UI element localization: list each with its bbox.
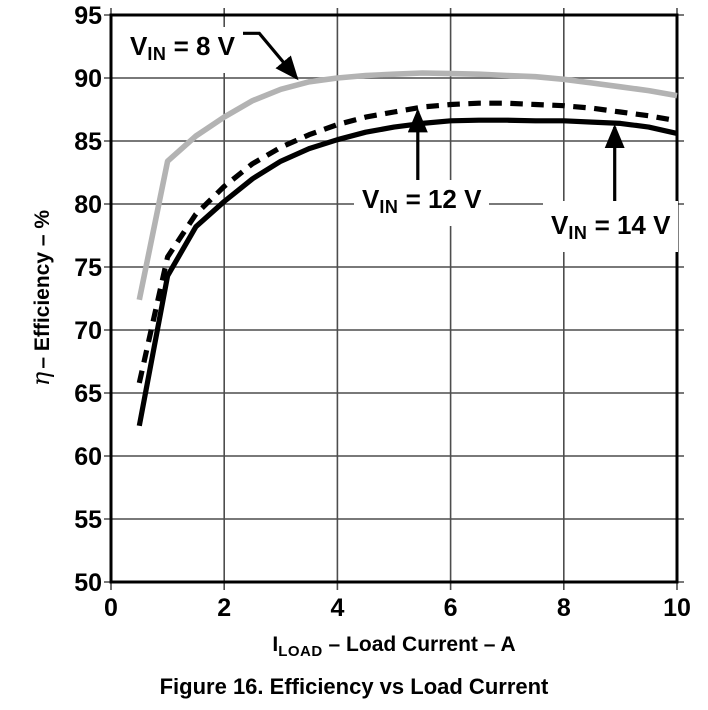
y-tick-label-70: 70 (74, 317, 102, 345)
y-tick-label-50: 50 (74, 569, 102, 597)
y-tick-label-95: 95 (74, 2, 102, 30)
grid-lines (104, 8, 684, 590)
x-tick-label-6: 6 (444, 594, 458, 622)
y-tick-label-90: 90 (74, 65, 102, 93)
plot-border (109, 13, 679, 584)
annotation-vin-8v-text: VIN = 8 V (130, 31, 235, 64)
annotation-arrow-0 (233, 31, 299, 81)
y-tick-label-55: 55 (74, 506, 102, 534)
y-tick-label-65: 65 (74, 380, 102, 408)
eta-symbol: η (27, 371, 55, 387)
x-axis-title: ILOAD – Load Current – A (272, 633, 516, 660)
y-tick-label-60: 60 (74, 443, 102, 471)
annotation-vin-14v: VIN = 14 V (543, 201, 679, 252)
curve-vin-14-v (136, 117, 678, 427)
y-axis-title: η– Efficiency – % (27, 209, 55, 387)
x-tick-label-4: 4 (330, 594, 344, 622)
x-tick-label-0: 0 (104, 594, 118, 622)
y-tick-label-75: 75 (74, 254, 102, 282)
y-tick-label-85: 85 (74, 128, 102, 156)
curve-vin-8-v (136, 70, 678, 301)
x-tick-label-2: 2 (217, 594, 231, 622)
annotation-vin-14v-text: VIN = 14 V (551, 210, 671, 243)
annotation-vin-8v: VIN = 8 V (122, 27, 243, 73)
y-tick-label-80: 80 (74, 191, 102, 219)
x-tick-label-10: 10 (663, 594, 691, 622)
figure-caption: Figure 16. Efficiency vs Load Current (159, 674, 549, 699)
annotation-vin-12v-text: VIN = 12 V (362, 184, 482, 217)
x-tick-label-8: 8 (557, 594, 571, 622)
annotation-vin-12v: VIN = 12 V (354, 180, 490, 226)
